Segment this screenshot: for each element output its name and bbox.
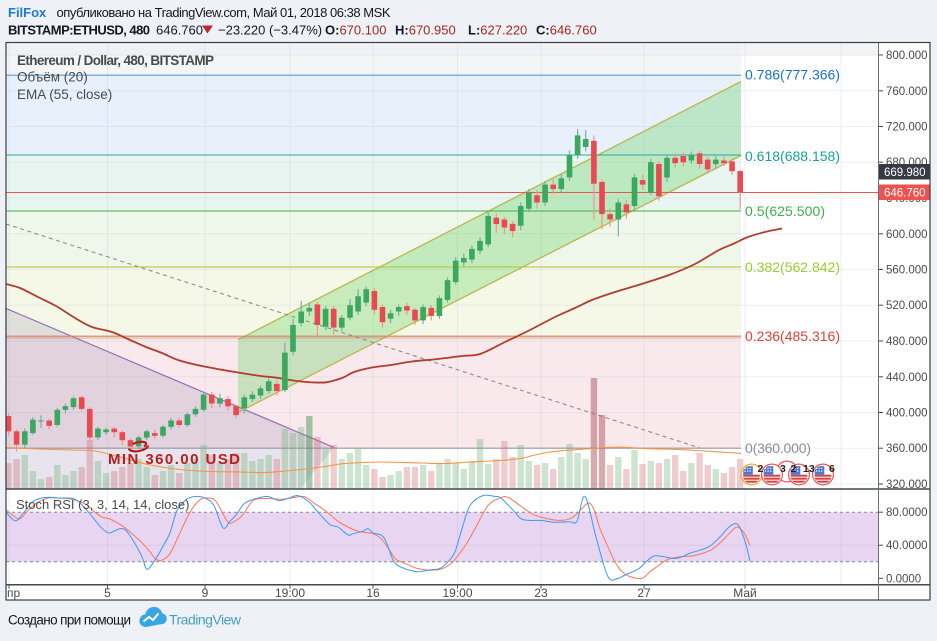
svg-text:800.000: 800.000 <box>886 50 928 62</box>
svg-text:0.382(562.842): 0.382(562.842) <box>745 259 840 275</box>
svg-text:TradingView: TradingView <box>169 612 242 628</box>
svg-text:6: 6 <box>829 463 835 475</box>
svg-text:Stoch RSI (3, 3, 14, 14, close: Stoch RSI (3, 3, 14, 14, close) <box>16 497 189 512</box>
svg-text:646.760: 646.760 <box>156 23 203 38</box>
svg-text:23: 23 <box>534 586 548 600</box>
svg-text:480.000: 480.000 <box>886 336 928 348</box>
svg-text:2: 2 <box>758 463 764 475</box>
svg-text:0(360.000): 0(360.000) <box>745 440 811 456</box>
svg-text:BITSTAMP:ETHUSD, 480: BITSTAMP:ETHUSD, 480 <box>8 23 150 38</box>
svg-text:520.000: 520.000 <box>886 300 928 312</box>
svg-text:пр: пр <box>7 586 20 600</box>
svg-text:L:627.220: L:627.220 <box>468 23 527 38</box>
svg-text:3: 3 <box>780 463 786 475</box>
svg-text:9: 9 <box>202 586 209 600</box>
svg-text:0.618(688.158): 0.618(688.158) <box>745 148 840 164</box>
svg-text:19:00: 19:00 <box>275 586 305 600</box>
svg-text:27: 27 <box>637 586 651 600</box>
svg-text:FilFox: FilFox <box>8 5 47 20</box>
svg-text:16: 16 <box>366 586 380 600</box>
svg-text:320.000: 320.000 <box>886 479 928 491</box>
svg-text:5: 5 <box>104 586 111 600</box>
svg-text:EMA (55, close): EMA (55, close) <box>17 87 112 102</box>
svg-text:440.000: 440.000 <box>886 372 928 384</box>
svg-text:опубликовано на TradingView.co: опубликовано на TradingView.com, Май 01,… <box>57 5 391 20</box>
svg-text:Май: Май <box>733 586 757 600</box>
svg-text:MIN 360.00 USD: MIN 360.00 USD <box>108 451 240 468</box>
svg-text:Создано при помощи: Создано при помощи <box>8 613 131 628</box>
svg-text:2: 2 <box>791 463 797 475</box>
svg-text:0.0000: 0.0000 <box>886 573 921 585</box>
svg-text:13: 13 <box>803 463 815 475</box>
svg-text:600.000: 600.000 <box>886 229 928 241</box>
svg-text:80.0000: 80.0000 <box>886 507 928 519</box>
svg-text:360.000: 360.000 <box>886 443 928 455</box>
svg-text:669.980: 669.980 <box>884 167 926 179</box>
svg-text:560.000: 560.000 <box>886 265 928 277</box>
svg-text:0.236(485.316): 0.236(485.316) <box>745 328 840 344</box>
svg-text:720.000: 720.000 <box>886 122 928 134</box>
svg-text:Ethereum / Dollar, 480, BITSTA: Ethereum / Dollar, 480, BITSTAMP <box>17 53 214 68</box>
svg-text:0.5(625.500): 0.5(625.500) <box>745 203 825 219</box>
svg-text:−23.220 (−3.47%): −23.220 (−3.47%) <box>218 23 322 38</box>
svg-text:19:00: 19:00 <box>442 586 472 600</box>
svg-text:646.760: 646.760 <box>884 188 926 200</box>
svg-text:400.000: 400.000 <box>886 408 928 420</box>
svg-text:0.786(777.366): 0.786(777.366) <box>745 67 840 83</box>
svg-text:O:670.100: O:670.100 <box>325 23 386 38</box>
svg-text:760.000: 760.000 <box>886 86 928 98</box>
svg-text:40.0000: 40.0000 <box>886 540 928 552</box>
svg-text:H:670.950: H:670.950 <box>395 23 456 38</box>
svg-text:C:646.760: C:646.760 <box>536 23 597 38</box>
svg-text:Объём (20): Объём (20) <box>17 70 88 85</box>
